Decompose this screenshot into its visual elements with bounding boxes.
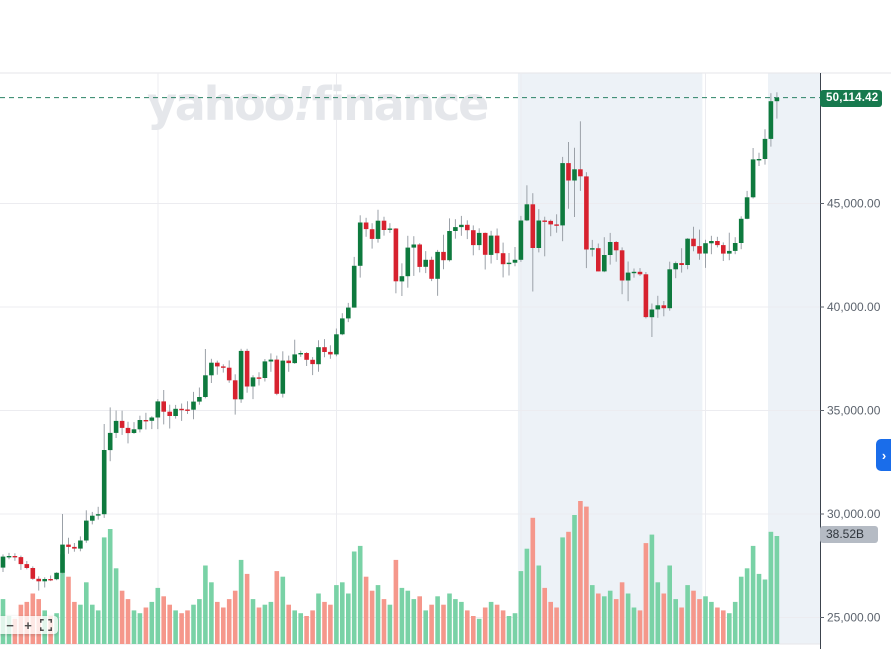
volume-badge: 38.52B [820,526,878,543]
svg-text:40,000.00: 40,000.00 [827,300,881,314]
zoom-toolbar: − + [0,616,58,634]
candles [0,92,780,591]
watermark: yahoo!finance [147,77,487,131]
zoom-out-button[interactable]: − [2,616,18,634]
current-price-badge: 50,114.42 [820,90,882,107]
svg-text:35,000.00: 35,000.00 [827,404,881,418]
zoom-in-button[interactable]: + [20,616,36,634]
chevron-right-icon: › [881,447,887,463]
fullscreen-button[interactable] [38,616,54,634]
highlight-bands [517,73,820,644]
expand-panel-button[interactable]: › [876,439,891,471]
svg-text:45,000.00: 45,000.00 [827,197,881,211]
fullscreen-icon [40,619,52,631]
svg-text:30,000.00: 30,000.00 [827,507,881,521]
price-axis-labels: 45,000.00 40,000.00 35,000.00 30,000.00 25,0… [820,197,881,625]
gridlines [0,72,891,645]
svg-text:25,000.00: 25,000.00 [827,611,881,625]
